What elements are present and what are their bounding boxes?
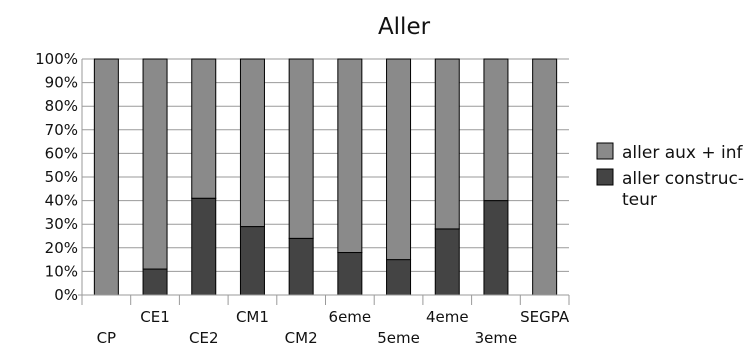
bar-segment-aller-aux-inf — [532, 58, 558, 296]
y-tick-label: 30% — [45, 215, 78, 233]
bar-segment-aller-aux-inf — [434, 58, 460, 230]
y-tick-label: 60% — [45, 144, 78, 162]
y-tick-label: 50% — [45, 168, 78, 186]
legend-swatch-aller-constructeur — [596, 168, 614, 186]
x-tick-label: CE2 — [189, 329, 219, 347]
legend-label-aller-constructeur: aller construc-teur — [622, 169, 744, 210]
bar-segment-aller-aux-inf — [239, 58, 265, 228]
x-tick-label: SEGPA — [520, 308, 570, 326]
x-tick-label: CM2 — [285, 329, 318, 347]
legend-label-line: aller construc- — [622, 169, 744, 189]
y-tick-label: 10% — [45, 262, 78, 280]
bar-segment-aller-constructeur — [434, 228, 460, 296]
bar-segment-aller-constructeur — [483, 200, 509, 296]
legend-label-line: teur — [622, 190, 657, 210]
y-tick-label: 100% — [35, 50, 78, 68]
legend-swatch-aller-aux-inf — [596, 142, 614, 160]
bar-segment-aller-constructeur — [239, 226, 265, 296]
y-tick-label: 20% — [45, 239, 78, 257]
legend-label-aller-aux-inf: aller aux + inf — [622, 143, 744, 163]
bar-segment-aller-aux-inf — [386, 58, 412, 261]
bar-segment-aller-constructeur — [337, 252, 363, 296]
axis-layer: 0% 10% 20% 30% 40% 50% 60% 70% 80% 90% 100% CP CE1 CE… — [35, 50, 570, 347]
x-tick-label: 4eme — [426, 308, 469, 326]
chart-title: Aller — [378, 14, 431, 40]
y-tick-label: 0% — [54, 286, 78, 304]
x-tick-label: 3eme — [475, 329, 518, 347]
x-tick-label: 6eme — [329, 308, 372, 326]
x-tick-label: CE1 — [140, 308, 170, 326]
bar-segment-aller-aux-inf — [483, 58, 509, 202]
legend: aller aux + inf aller construc-teur — [596, 142, 744, 210]
y-tick-label: 80% — [45, 97, 78, 115]
bar-segment-aller-aux-inf — [191, 58, 217, 199]
x-tick-label: CP — [97, 329, 117, 347]
legend-label-line: aller aux + inf — [622, 143, 744, 163]
bar-segment-aller-constructeur — [191, 197, 217, 296]
y-tick-label: 70% — [45, 121, 78, 139]
bar-segment-aller-aux-inf — [288, 58, 314, 239]
bar-segment-aller-constructeur — [288, 237, 314, 296]
y-tick-label: 40% — [45, 192, 78, 210]
y-tick-label: 90% — [45, 74, 78, 92]
bar-segment-aller-aux-inf — [337, 58, 363, 254]
x-tick-label: CM1 — [236, 308, 269, 326]
bar-segment-aller-constructeur — [142, 268, 168, 296]
bars-layer — [93, 58, 558, 296]
bar-segment-aller-constructeur — [386, 259, 412, 296]
bar-segment-aller-aux-inf — [93, 58, 119, 296]
x-tick-label: 5eme — [377, 329, 420, 347]
bar-segment-aller-aux-inf — [142, 58, 168, 270]
